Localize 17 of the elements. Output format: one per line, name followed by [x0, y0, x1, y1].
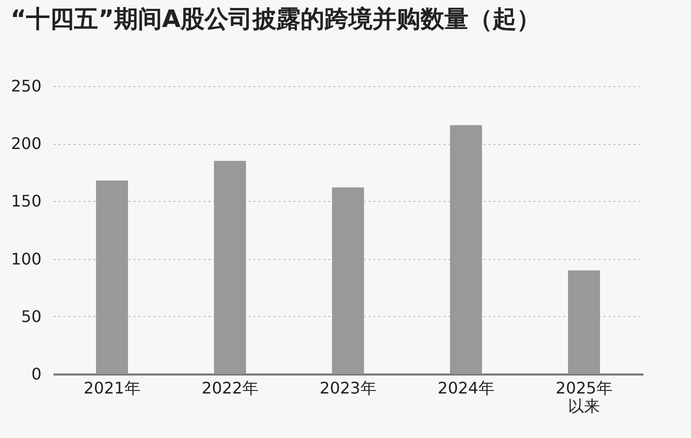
x-tick-label: 2023年: [320, 378, 376, 398]
y-tick-label: 200: [10, 134, 42, 154]
y-tick-label: 100: [10, 249, 42, 268]
x-tick-label: 2022年: [202, 378, 258, 398]
bar: [96, 180, 128, 374]
x-tick-label: 2025年以来: [556, 378, 612, 416]
y-tick-label: 150: [10, 192, 42, 211]
bar: [214, 160, 246, 374]
x-tick-label: 2021年: [84, 378, 140, 398]
x-tick-label: 2024年: [438, 378, 494, 398]
bar: [450, 125, 482, 374]
bar: [332, 187, 364, 374]
y-tick-label: 0: [31, 364, 42, 384]
y-tick-label: 50: [21, 306, 42, 326]
bar: [568, 270, 600, 374]
y-tick-label: 250: [10, 76, 42, 96]
chart-title: “十四五”期间A股公司披露的跨境并购数量（起）: [10, 5, 541, 33]
